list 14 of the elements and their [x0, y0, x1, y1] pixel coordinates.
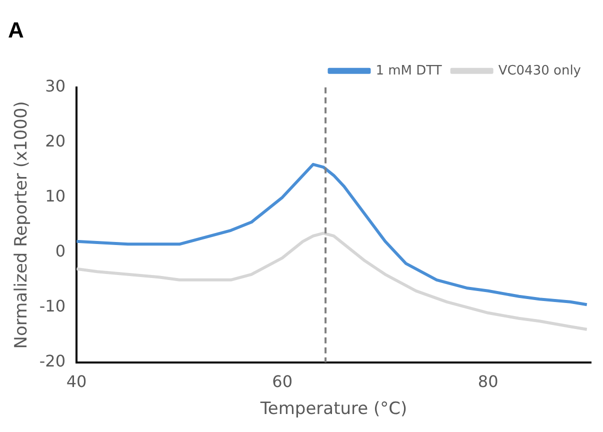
y-tick-label: 10 [45, 186, 66, 206]
x-axis-title: Temperature (°C) [259, 399, 408, 420]
y-tick-label: 30 [45, 76, 66, 96]
legend-label: VC0430 only [498, 63, 582, 78]
chart-title: A [8, 17, 24, 42]
x-tick-label: 80 [478, 372, 498, 392]
x-tick-label: 40 [66, 372, 87, 392]
y-tick-label: 0 [55, 242, 66, 261]
y-tick-label: 20 [45, 132, 66, 151]
x-tick-label: 60 [272, 372, 292, 392]
y-axis-title: Normalized Reporter (x1000) [12, 101, 32, 349]
legend-label: 1 mM DTT [376, 63, 442, 78]
y-tick-label: -10 [39, 296, 66, 316]
y-tick-label: -20 [39, 352, 66, 371]
